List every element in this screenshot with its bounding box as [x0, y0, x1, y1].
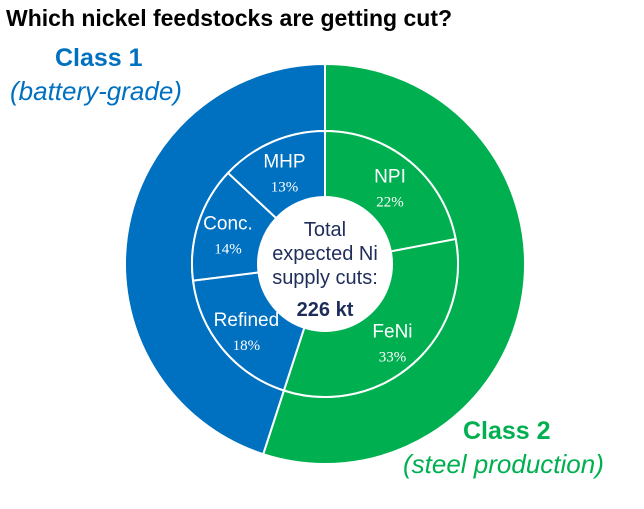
class2-label: Class 2	[463, 417, 551, 445]
inner-ring	[191, 129, 459, 398]
class1-sublabel: (battery-grade)	[10, 76, 182, 106]
inner-pct-mhp: 13%	[271, 179, 299, 195]
class1-label: Class 1	[55, 44, 143, 72]
inner-label-npi: NPI	[374, 166, 406, 187]
inner-label-mhp: MHP	[263, 151, 305, 172]
center-line-4: 226 kt	[297, 299, 354, 321]
inner-labels: NPI 22% FeNi 33% Refined 18% Conc. 14% MHP 13%	[203, 151, 412, 365]
center-label: Total expected Ni supply cuts: 226 kt	[272, 219, 378, 321]
center-line-1: Total	[304, 219, 346, 241]
inner-pct-conc: 14%	[214, 241, 242, 257]
center-line-2: expected Ni	[272, 243, 378, 265]
center-line-3: supply cuts:	[272, 267, 378, 289]
inner-label-refined: Refined	[214, 310, 280, 331]
inner-pct-npi: 22%	[376, 194, 404, 210]
inner-pct-refined: 18%	[233, 338, 261, 354]
class2-sublabel: (steel production)	[403, 449, 604, 479]
inner-label-conc: Conc.	[203, 213, 253, 234]
inner-pct-feni: 33%	[379, 350, 407, 366]
inner-label-feni: FeNi	[372, 322, 412, 343]
center-circle	[258, 197, 392, 331]
chart-title: Which nickel feedstocks are getting cut?	[6, 5, 453, 31]
